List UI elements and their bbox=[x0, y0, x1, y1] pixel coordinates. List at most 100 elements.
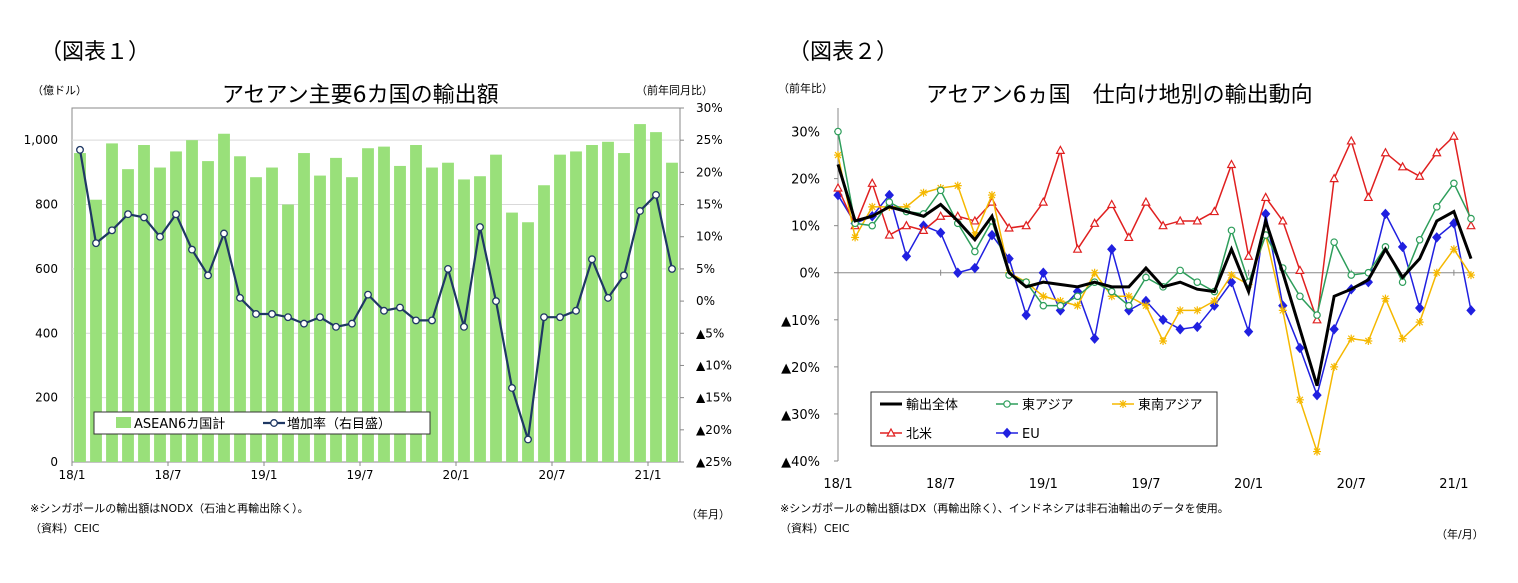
chart1-bar bbox=[570, 151, 582, 463]
chart2-series-4-point bbox=[1432, 232, 1442, 243]
chart1-growth-point bbox=[396, 303, 404, 312]
chart2-series-2-point bbox=[1398, 334, 1407, 343]
chart2-legend-label: EU bbox=[1022, 427, 1040, 442]
chart1-bar bbox=[586, 145, 598, 462]
chart2-series-4-point bbox=[953, 267, 963, 278]
chart2-y-axis-unit: （前年比） bbox=[778, 82, 833, 95]
chart1-growth-point bbox=[300, 319, 308, 328]
chart1-bar bbox=[650, 132, 662, 463]
chart2-series-3-point bbox=[1106, 199, 1117, 209]
chart2-x-axis-unit: （年/月） bbox=[1436, 528, 1484, 541]
chart1-growth-point bbox=[140, 213, 148, 222]
chart2-series-1-point bbox=[1176, 266, 1184, 275]
chart2-series-4-point bbox=[1380, 208, 1391, 220]
chart2-legend-label: 輸出全体 bbox=[906, 397, 958, 413]
chart1-x-tick-label: 19/1 bbox=[251, 468, 278, 482]
chart2-series-4-point bbox=[1089, 333, 1100, 344]
chart1-bar bbox=[218, 133, 230, 462]
chart2-series-4-point bbox=[1397, 241, 1408, 253]
chart1-growth-point bbox=[588, 255, 596, 264]
chart1-bar bbox=[362, 148, 374, 462]
chart1-growth-point bbox=[220, 229, 228, 238]
chart1-legend-bar-label: ASEAN6カ国計 bbox=[134, 416, 225, 432]
chart2-series-4-point bbox=[1466, 305, 1476, 316]
chart2-series-2-point bbox=[1073, 301, 1082, 310]
chart2-series-2-point bbox=[1039, 292, 1048, 301]
chart1-right-tick-label: ▲20% bbox=[696, 423, 732, 437]
chart2-series-2-point bbox=[1210, 296, 1219, 305]
chart2-series-4-point bbox=[1226, 276, 1237, 288]
chart1-bar bbox=[602, 141, 614, 463]
chart1-growth-point bbox=[428, 316, 436, 325]
chart1-plot: 0 200 400 600 800 1,000 30% 25% 20% 15% 10% 5% 0% ▲5%… bbox=[24, 101, 732, 482]
chart2-series-4-point bbox=[1107, 243, 1117, 255]
chart2-series-4-point bbox=[1243, 326, 1254, 337]
chart2-figure-label: （図表２） bbox=[788, 40, 899, 65]
chart2-series-2-point bbox=[1364, 336, 1373, 345]
chart2-series-3-point bbox=[901, 220, 912, 230]
chart2-series-4-point bbox=[970, 262, 980, 274]
chart1-legend-line-label: 増加率（右目盛） bbox=[287, 416, 391, 432]
chart1-figure-label: （図表１） bbox=[40, 40, 151, 65]
chart2-series-3-point bbox=[1141, 196, 1151, 206]
chart1-right-tick-label: ▲5% bbox=[696, 326, 724, 340]
chart2-series-3-point bbox=[1329, 173, 1339, 183]
chart1-bar bbox=[522, 222, 534, 462]
chart2-series-3-point bbox=[1158, 220, 1168, 230]
chart2-series-3-point bbox=[1397, 161, 1408, 171]
chart2-series-3-point bbox=[1192, 215, 1203, 225]
chart1-bar bbox=[346, 177, 358, 462]
chart1-note: ※シンガポールの輸出額はNODX（石油と再輸出除く）。 bbox=[30, 502, 309, 515]
chart2-series-1-point bbox=[1347, 271, 1356, 279]
chart2-series-4-point bbox=[1295, 342, 1305, 354]
chart1-growth-point bbox=[492, 297, 500, 306]
chart1-right-tick-label: 10% bbox=[696, 230, 723, 244]
chart1-growth-point bbox=[444, 264, 452, 273]
chart1-bar bbox=[282, 204, 294, 462]
chart1-bar bbox=[618, 153, 630, 462]
chart1-growth-point bbox=[284, 313, 292, 322]
chart1-right-tick-label: ▲25% bbox=[696, 455, 732, 469]
chart1-bar bbox=[202, 161, 214, 462]
chart2-series-1-point bbox=[1125, 301, 1133, 310]
chart1-bar bbox=[490, 154, 502, 462]
chart2-series-3-point bbox=[867, 178, 878, 187]
chart1-growth-point bbox=[604, 293, 612, 302]
chart1-growth-point bbox=[620, 271, 628, 280]
chart2-series-4-point bbox=[987, 229, 997, 241]
chart2-series-2-point bbox=[919, 188, 928, 197]
chart2-note: ※シンガポールの輸出額はDX（再輸出除く）、インドネシアは非石油輸出のデータを使… bbox=[780, 502, 1229, 515]
chart1-growth-point bbox=[524, 435, 532, 444]
chart2-series-3-point bbox=[1380, 147, 1391, 157]
chart2-series-3-point bbox=[1089, 218, 1100, 227]
chart1-growth-point bbox=[636, 207, 644, 215]
chart2-y-tick-label: ▲40% bbox=[781, 455, 820, 470]
chart2-series-3-point bbox=[1449, 130, 1459, 140]
chart2-series-2-point bbox=[1193, 306, 1202, 315]
chart2-legend-box bbox=[870, 391, 1218, 447]
chart1-bar bbox=[298, 153, 310, 462]
chart1-right-tick-label: ▲15% bbox=[696, 391, 732, 405]
chart1-growth-point bbox=[76, 145, 84, 154]
chart2-series-1-point bbox=[834, 127, 842, 136]
chart1-growth-point bbox=[316, 313, 324, 322]
chart2-series-1-point bbox=[1296, 292, 1304, 301]
chart2-series-3-point bbox=[1295, 265, 1305, 274]
chart1-bar bbox=[554, 154, 566, 462]
chart2-series-2-point bbox=[1124, 292, 1133, 301]
chart2-series-2-point bbox=[970, 231, 979, 240]
chart1-x-tick-label: 20/7 bbox=[539, 468, 566, 482]
chart2-series-3-point bbox=[1312, 314, 1322, 324]
chart2-series-3-point bbox=[970, 215, 980, 225]
chart2-x-tick-label: 18/7 bbox=[926, 477, 955, 492]
chart2-y-tick-label: 0% bbox=[799, 267, 820, 282]
chart1-bar bbox=[250, 177, 262, 462]
chart2-y-tick-label: 20% bbox=[791, 173, 820, 188]
chart1-right-tick-label: ▲10% bbox=[696, 358, 732, 372]
chart1-bar bbox=[426, 167, 438, 462]
chart2-series-1-point bbox=[1039, 301, 1048, 310]
chart2-source: （資料）CEIC bbox=[780, 522, 850, 535]
chart2-series-2-point bbox=[1278, 306, 1287, 315]
chart2-series-2-point bbox=[1176, 306, 1185, 315]
chart1-right-tick-label: 5% bbox=[696, 262, 715, 276]
